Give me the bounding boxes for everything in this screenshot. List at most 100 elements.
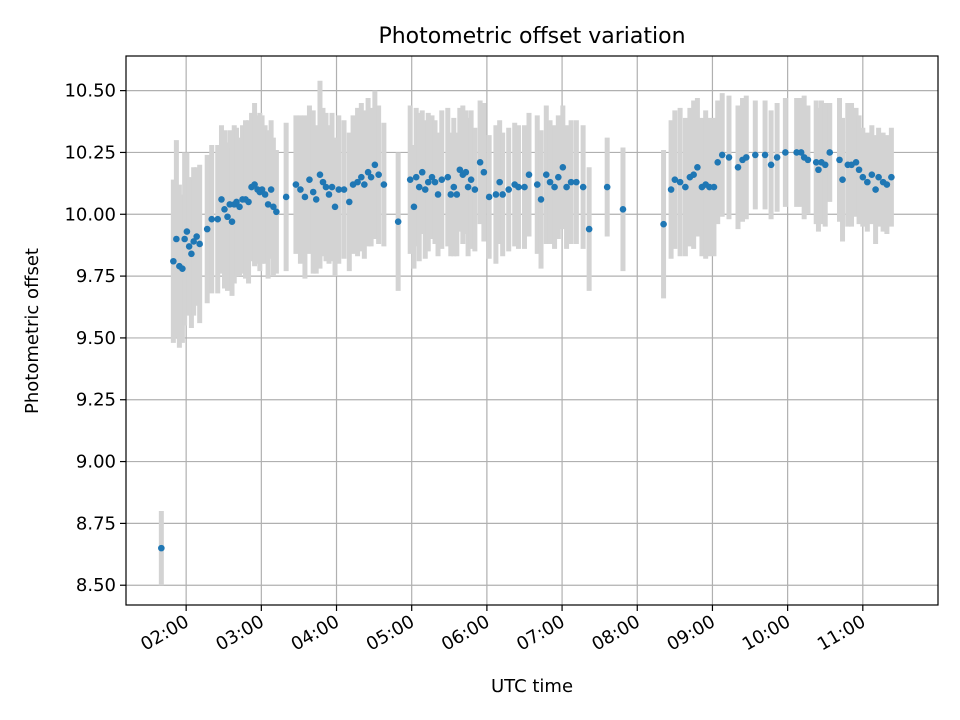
data-point [734, 163, 742, 171]
data-point [319, 178, 327, 186]
data-point [559, 163, 567, 171]
data-points [158, 149, 895, 552]
data-point [464, 183, 472, 191]
data-point [682, 183, 689, 191]
data-point [471, 186, 479, 193]
data-point [567, 178, 575, 186]
data-point [752, 151, 759, 159]
data-point [428, 173, 436, 181]
data-point [179, 265, 186, 272]
data-point [447, 191, 455, 198]
data-point [412, 173, 420, 181]
data-point [380, 181, 388, 188]
data-point [676, 178, 684, 186]
data-point [261, 191, 269, 198]
data-point [421, 186, 429, 193]
data-point [667, 186, 675, 193]
data-point [505, 186, 512, 193]
data-point [335, 186, 343, 193]
data-point [245, 198, 252, 206]
data-point [671, 176, 679, 183]
data-point [214, 215, 222, 223]
x-axis-label: UTC time [491, 676, 573, 697]
data-point [444, 173, 452, 181]
data-point [354, 178, 361, 186]
data-point [228, 218, 236, 225]
data-point [690, 171, 697, 179]
data-point [546, 178, 554, 186]
data-point [306, 176, 313, 183]
data-point [297, 186, 304, 193]
data-point [782, 149, 789, 156]
data-point [660, 220, 667, 228]
data-point [453, 191, 461, 198]
data-point [694, 163, 701, 171]
data-point [875, 173, 882, 181]
data-point [431, 178, 439, 186]
y-tick-label: 9.25 [76, 390, 116, 411]
data-point [424, 178, 432, 186]
data-point [264, 201, 272, 208]
data-point [188, 250, 195, 258]
data-point [410, 203, 418, 211]
data-point [533, 181, 541, 188]
data-point [480, 168, 488, 176]
data-point [603, 183, 611, 191]
data-point [555, 173, 562, 181]
y-tick-label: 10.25 [64, 142, 116, 163]
data-point [767, 161, 775, 169]
data-point [563, 183, 570, 191]
data-point [173, 235, 180, 243]
data-point [208, 215, 216, 223]
data-point [496, 178, 503, 186]
data-point [492, 191, 500, 198]
data-point [322, 183, 330, 191]
data-point [855, 166, 863, 174]
data-point [485, 193, 493, 201]
data-point [706, 183, 713, 191]
data-point [804, 156, 812, 164]
data-point [852, 159, 860, 166]
data-point [371, 161, 379, 169]
y-axis-ticks: 8.50 8.75 9.00 9.25 9.50 9.75 10.00 10.25 10.50 [64, 81, 126, 596]
y-tick-label: 10.50 [64, 81, 116, 102]
data-point [521, 183, 528, 191]
data-point [258, 186, 266, 193]
data-point [573, 178, 580, 186]
data-point [346, 198, 353, 206]
data-point [888, 173, 895, 181]
data-point [270, 203, 277, 211]
data-point [537, 196, 545, 203]
data-point [158, 544, 165, 552]
data-point [515, 183, 522, 191]
data-point [773, 154, 781, 161]
data-point [525, 171, 533, 179]
data-point [542, 171, 550, 179]
data-point [301, 193, 309, 201]
data-point [196, 240, 203, 248]
data-point [725, 154, 733, 161]
data-point [793, 149, 800, 156]
data-point [331, 203, 339, 211]
y-tick-label: 10.00 [64, 204, 116, 225]
data-point [551, 183, 558, 191]
data-point [761, 151, 769, 159]
data-point [476, 159, 484, 166]
data-point [273, 208, 280, 216]
y-tick-label: 8.50 [76, 575, 116, 596]
data-point [267, 186, 275, 193]
data-point [839, 176, 846, 183]
data-point [438, 176, 446, 183]
data-point [367, 173, 375, 181]
data-point [714, 159, 722, 166]
data-point [836, 156, 843, 164]
data-point [826, 149, 834, 156]
data-point [859, 173, 867, 181]
data-point [467, 176, 475, 183]
data-point [181, 235, 188, 243]
y-tick-label: 9.50 [76, 328, 116, 349]
data-point [325, 191, 333, 198]
data-point [815, 166, 822, 174]
data-point [236, 203, 243, 211]
data-point [710, 183, 718, 191]
